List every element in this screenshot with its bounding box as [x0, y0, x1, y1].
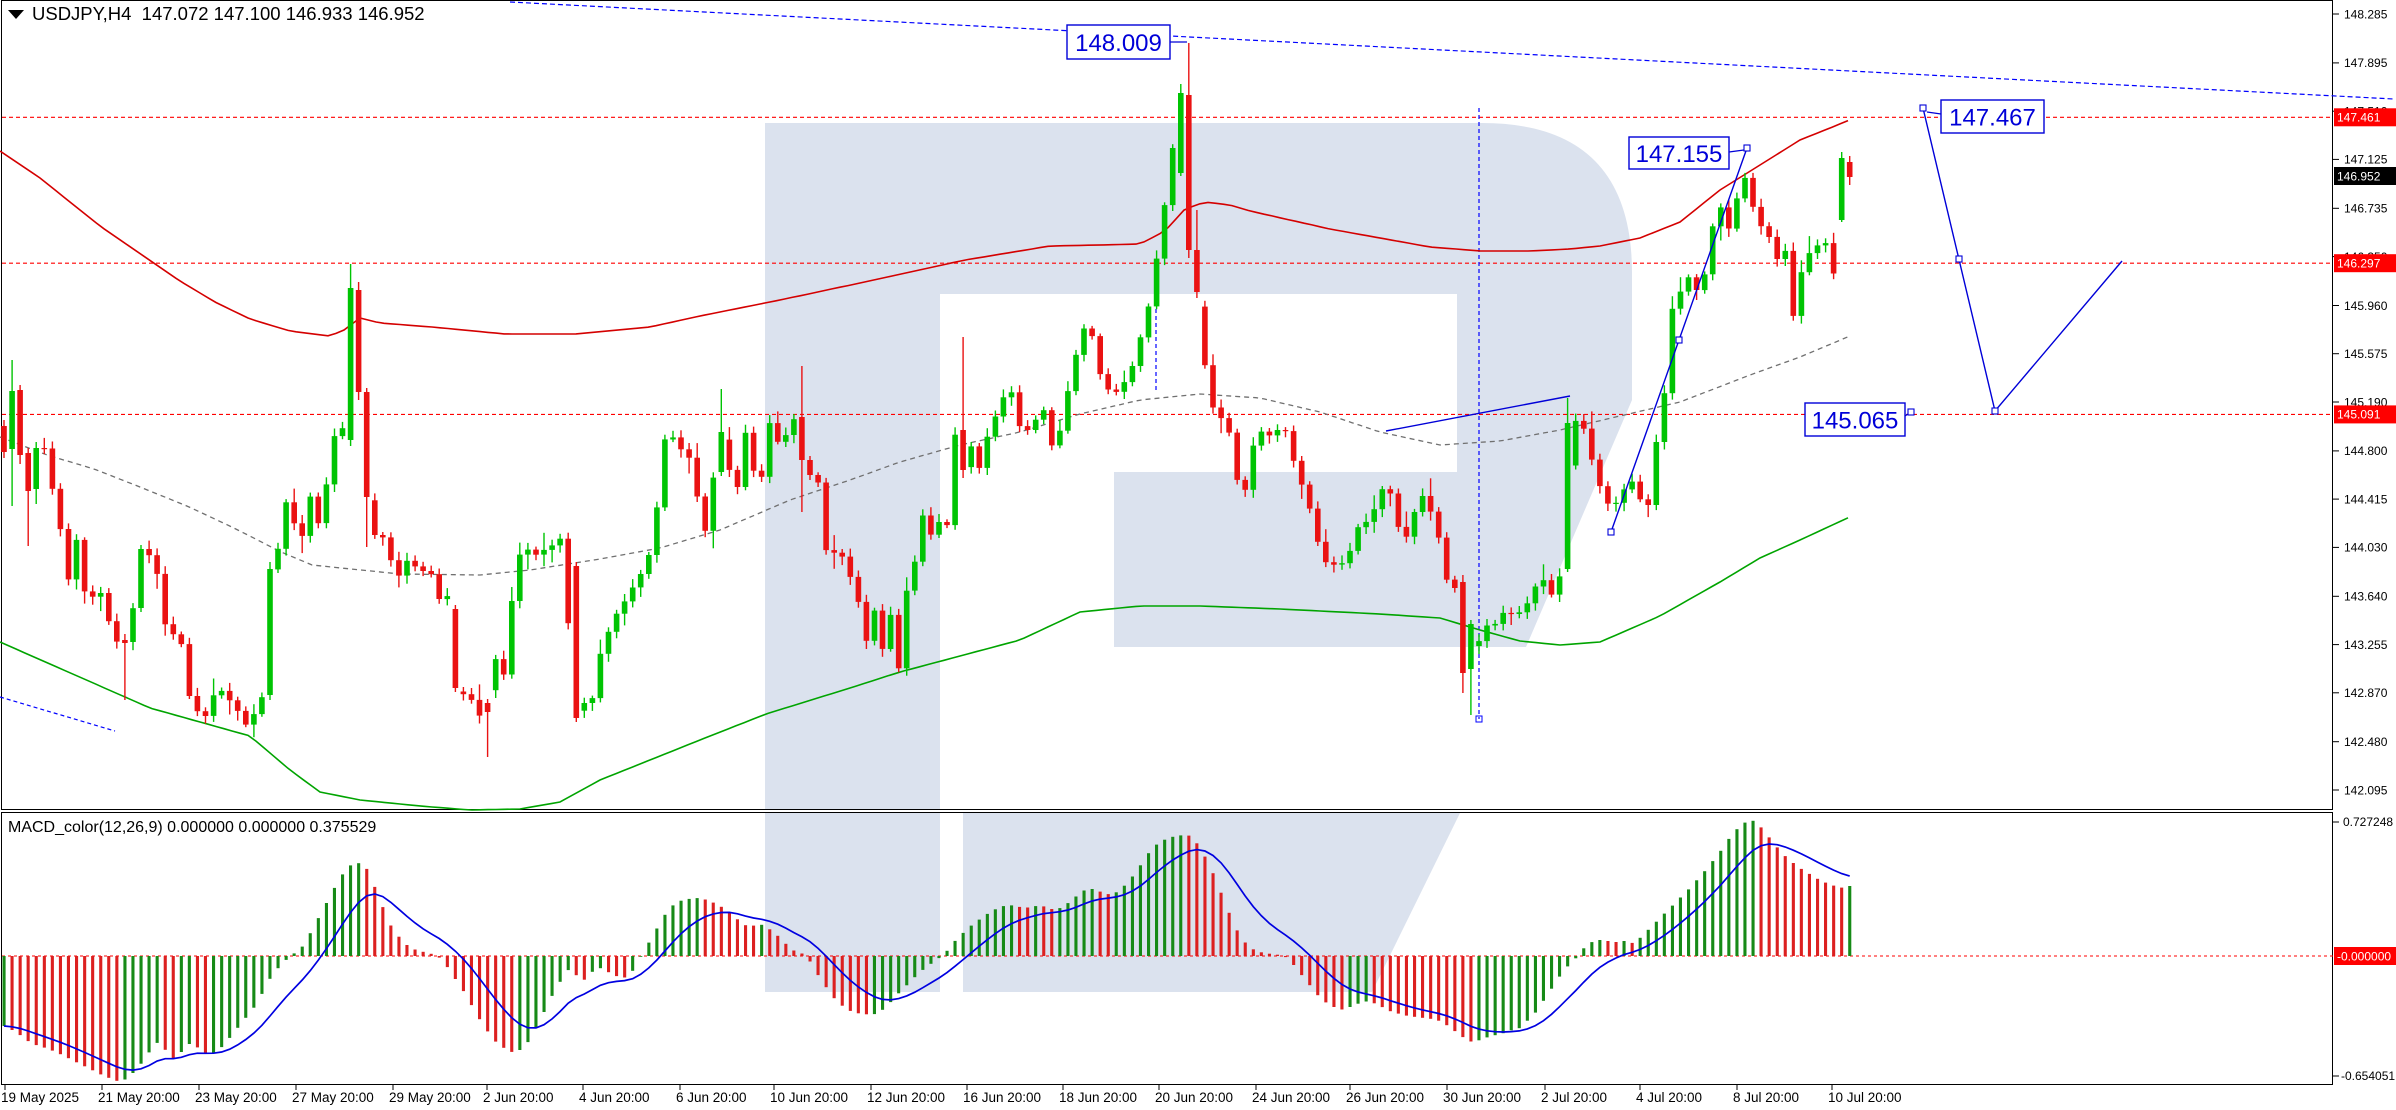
svg-text:142.480: 142.480: [2344, 735, 2388, 749]
svg-text:147.125: 147.125: [2344, 153, 2388, 167]
svg-text:23 May 20:00: 23 May 20:00: [195, 1090, 277, 1105]
svg-text:USDJPY,H4 147.072 147.100 146: USDJPY,H4 147.072 147.100 146.933 146.95…: [32, 3, 425, 24]
svg-text:29 May 20:00: 29 May 20:00: [389, 1090, 471, 1105]
svg-text:148.009: 148.009: [1075, 30, 1162, 57]
svg-text:4 Jun 20:00: 4 Jun 20:00: [579, 1090, 650, 1105]
svg-text:142.095: 142.095: [2344, 783, 2388, 797]
svg-text:18 Jun 20:00: 18 Jun 20:00: [1059, 1090, 1137, 1105]
svg-text:2 Jul 20:00: 2 Jul 20:00: [1541, 1090, 1607, 1105]
svg-text:20 Jun 20:00: 20 Jun 20:00: [1155, 1090, 1233, 1105]
svg-text:4 Jul 20:00: 4 Jul 20:00: [1636, 1090, 1702, 1105]
svg-text:8 Jul 20:00: 8 Jul 20:00: [1733, 1090, 1799, 1105]
svg-text:143.255: 143.255: [2344, 638, 2388, 652]
svg-text:145.575: 145.575: [2344, 347, 2388, 361]
svg-text:10 Jul 20:00: 10 Jul 20:00: [1828, 1090, 1902, 1105]
svg-text:145.960: 145.960: [2344, 299, 2388, 313]
svg-text:-0.654051: -0.654051: [2341, 1069, 2395, 1083]
svg-text:21 May 20:00: 21 May 20:00: [98, 1090, 180, 1105]
svg-text:146.735: 146.735: [2344, 202, 2388, 216]
svg-text:147.895: 147.895: [2344, 56, 2388, 70]
svg-text:10 Jun 20:00: 10 Jun 20:00: [770, 1090, 848, 1105]
svg-text:145.091: 145.091: [2337, 408, 2381, 422]
svg-text:-0.000000: -0.000000: [2337, 949, 2391, 963]
svg-text:6 Jun 20:00: 6 Jun 20:00: [676, 1090, 747, 1105]
svg-text:142.870: 142.870: [2344, 686, 2388, 700]
svg-text:144.800: 144.800: [2344, 444, 2388, 458]
svg-text:19 May 2025: 19 May 2025: [1, 1090, 79, 1105]
svg-text:144.415: 144.415: [2344, 492, 2388, 506]
svg-text:145.065: 145.065: [1812, 408, 1899, 435]
svg-text:16 Jun 20:00: 16 Jun 20:00: [963, 1090, 1041, 1105]
svg-text:MACD_color(12,26,9) 0.000000 0: MACD_color(12,26,9) 0.000000 0.000000 0.…: [8, 819, 376, 836]
svg-text:143.640: 143.640: [2344, 590, 2388, 604]
svg-text:146.952: 146.952: [2337, 169, 2381, 183]
svg-text:24 Jun 20:00: 24 Jun 20:00: [1252, 1090, 1330, 1105]
svg-text:30 Jun 20:00: 30 Jun 20:00: [1443, 1090, 1521, 1105]
svg-text:144.030: 144.030: [2344, 541, 2388, 555]
svg-text:146.297: 146.297: [2337, 257, 2381, 271]
svg-text:147.461: 147.461: [2337, 111, 2381, 125]
svg-text:148.285: 148.285: [2344, 7, 2388, 21]
svg-text:0.727248: 0.727248: [2343, 815, 2393, 829]
svg-text:27 May 20:00: 27 May 20:00: [292, 1090, 374, 1105]
svg-text:147.155: 147.155: [1636, 141, 1723, 168]
svg-text:12 Jun 20:00: 12 Jun 20:00: [867, 1090, 945, 1105]
svg-text:26 Jun 20:00: 26 Jun 20:00: [1346, 1090, 1424, 1105]
svg-text:2 Jun 20:00: 2 Jun 20:00: [483, 1090, 554, 1105]
svg-text:147.467: 147.467: [1949, 105, 2036, 132]
